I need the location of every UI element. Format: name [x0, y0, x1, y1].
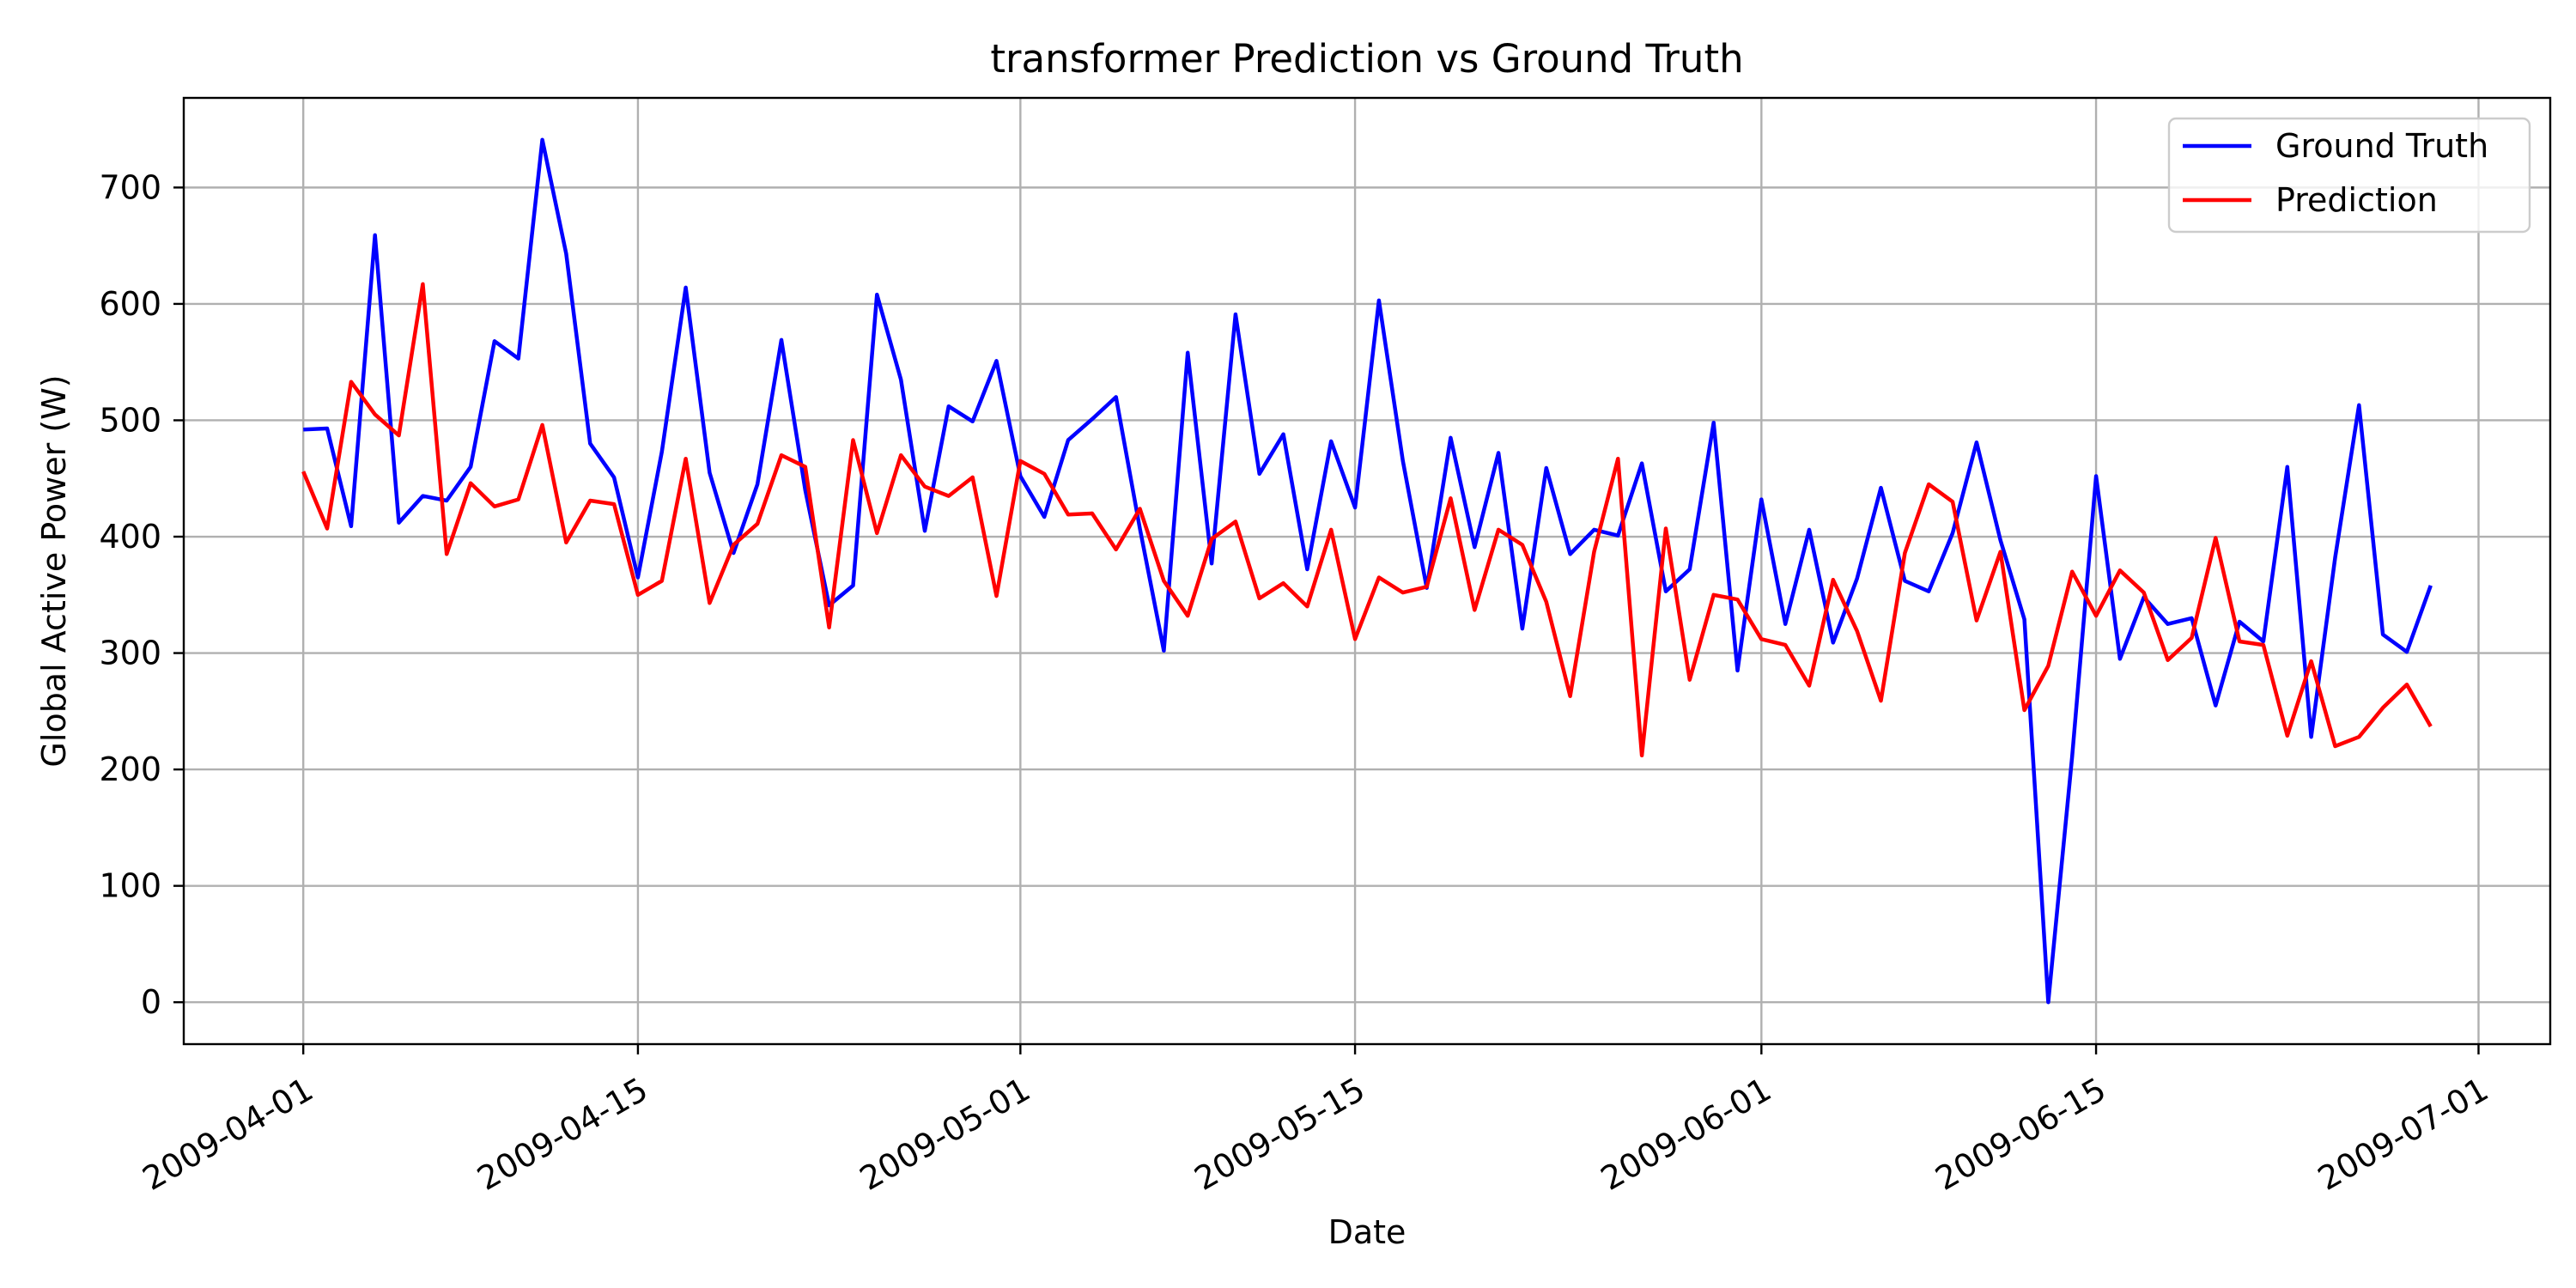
x-tick-label: 2009-07-01: [2312, 1070, 2494, 1198]
x-tick-label: 2009-04-15: [471, 1070, 653, 1198]
y-tick-label: 200: [99, 750, 161, 788]
y-axis-title: Global Active Power (W): [35, 374, 73, 767]
y-tick-label: 100: [99, 867, 161, 905]
series-line-ground-truth: [303, 137, 2433, 1005]
y-tick-label: 500: [99, 401, 161, 439]
series-line-prediction: [301, 282, 2433, 758]
y-tick-label: 600: [99, 285, 161, 323]
y-tick-label: 300: [99, 635, 161, 672]
x-axis-title: Date: [1328, 1213, 1406, 1251]
series-layer: [301, 137, 2433, 1005]
x-tick-label: 2009-04-01: [137, 1070, 319, 1198]
y-tick-label: 400: [99, 518, 161, 556]
x-tick-label: 2009-05-01: [854, 1070, 1036, 1198]
legend: Ground Truth Prediction: [2167, 117, 2531, 234]
grid-layer: [184, 98, 2550, 1044]
legend-label: Ground Truth: [2275, 127, 2488, 165]
y-tick-label: 0: [141, 983, 161, 1021]
plot-frame: [182, 96, 2552, 1046]
x-tick-label: 2009-06-15: [1929, 1070, 2112, 1198]
legend-box: [2167, 117, 2531, 234]
x-tick-label: 2009-05-15: [1188, 1070, 1371, 1198]
y-tick-label: 700: [99, 168, 161, 206]
chart-title: transformer Prediction vs Ground Truth: [990, 36, 1743, 82]
legend-label: Prediction: [2275, 181, 2438, 219]
x-tick-label: 2009-06-01: [1595, 1070, 1777, 1198]
